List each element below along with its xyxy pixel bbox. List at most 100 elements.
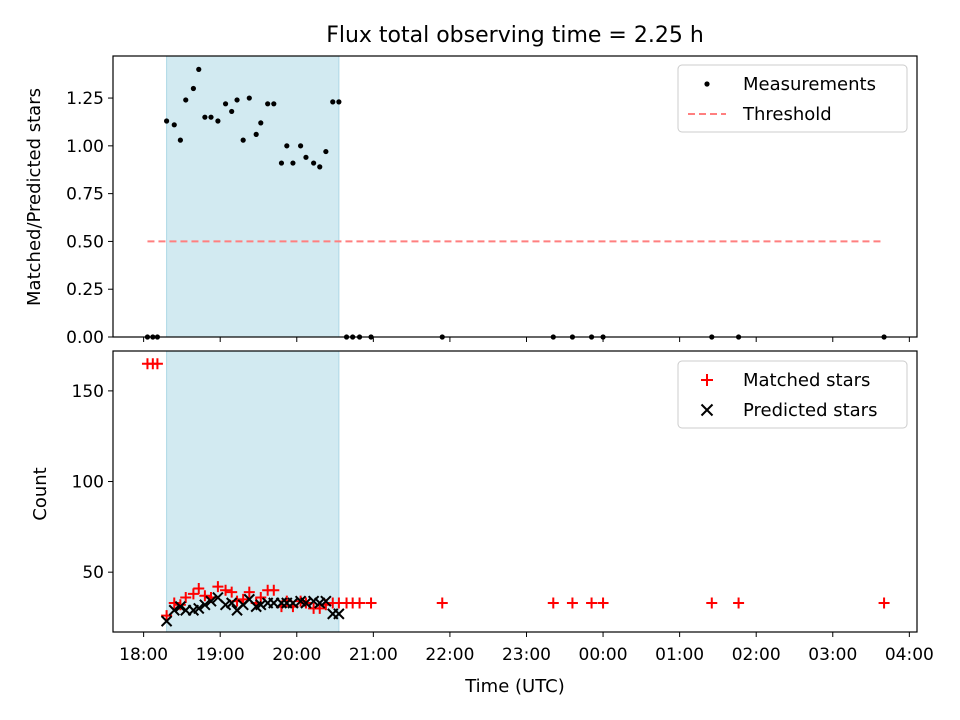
measurement-point (164, 118, 170, 124)
matched-star-point (586, 597, 598, 609)
x-tick-label: 02:00 (732, 645, 781, 665)
bottom-panel: 50 100 150 18:00 19:00 20:00 21:00 22:00 23:00 00… (72, 350, 934, 665)
x-tick-label: 03:00 (808, 645, 857, 665)
matched-star-point (151, 358, 163, 370)
predicted-star-point (333, 608, 345, 620)
measurement-point (330, 99, 336, 105)
x-tick-label: 04:00 (885, 645, 934, 665)
predicted-star-point (199, 599, 211, 611)
predicted-star-point (193, 602, 205, 615)
x-tick-label: 23:00 (502, 645, 551, 665)
top-panel: 0.00 0.25 0.50 0.75 1.00 1.25 Measurements Thre… (66, 55, 918, 348)
measurement-point (298, 143, 304, 149)
matched-star-point (365, 597, 377, 609)
measurement-point (258, 120, 264, 126)
matched-star-point (733, 597, 745, 609)
matched-star-point (314, 602, 326, 614)
matched-star-point (243, 586, 255, 598)
predicted-star-point (174, 600, 187, 613)
measurement-point (215, 118, 221, 124)
matched-star-point (199, 590, 211, 602)
y-tick-label: 1.25 (66, 89, 104, 109)
matched-star-point (706, 597, 718, 609)
axes-frame (112, 55, 918, 338)
x-tick-label: 00:00 (579, 645, 628, 665)
legend-box (677, 64, 908, 133)
y-tick-label: 100 (72, 473, 104, 493)
measurement-point (229, 108, 235, 115)
matched-star-point (226, 586, 238, 598)
matched-star-point (161, 610, 173, 622)
x-tick-label: 20:00 (272, 645, 321, 665)
x-tick-label: 21:00 (349, 645, 398, 665)
predicted-star-point (255, 599, 267, 611)
matched-star-point (878, 597, 890, 609)
x-tick-label: 22:00 (425, 645, 474, 665)
y-tick-label: 50 (82, 563, 104, 583)
matched-star-point (354, 597, 366, 609)
predicted-star-point (168, 604, 180, 616)
legend-label: Threshold (742, 104, 832, 125)
measurement-point (265, 101, 271, 107)
y-tick-label: 0.25 (66, 280, 104, 300)
measurement-point (278, 160, 285, 166)
measurement-point (311, 160, 317, 166)
measurement-point (222, 101, 229, 107)
measurement-point (240, 137, 246, 143)
matched-star-point (268, 584, 280, 596)
predicted-star-point (225, 597, 238, 609)
measurement-point (336, 99, 342, 105)
matched-star-point (436, 597, 448, 609)
x-axis-label: Time (UTC) (464, 676, 565, 697)
measurement-point (246, 95, 252, 101)
chart-title: Flux total observing time = 2.25 h (326, 23, 704, 48)
measurement-point (303, 154, 309, 160)
measurement-point (190, 85, 196, 92)
matched-star-point (566, 597, 578, 609)
measurement-point (234, 97, 240, 103)
measurement-point (196, 66, 202, 72)
matched-star-point (187, 588, 199, 600)
y-tick-label: 150 (72, 382, 104, 402)
observation-span (166, 55, 340, 338)
matched-star-point (237, 593, 249, 605)
legend-x-swatch (700, 403, 714, 417)
legend: Measurements Threshold (677, 64, 908, 133)
measurement-point (271, 101, 277, 107)
measurement-point (284, 143, 290, 149)
measurement-point (202, 114, 208, 120)
measurement-point (171, 122, 177, 128)
measurement-point (208, 114, 214, 120)
legend: Matched stars Predicted stars (677, 360, 908, 429)
predicted-star-point (160, 615, 173, 627)
x-tick-label: 18:00 (119, 645, 168, 665)
legend-label: Matched stars (743, 370, 870, 391)
measurement-point (253, 131, 259, 137)
top-y-axis-label: Matched/Predicted stars (24, 88, 45, 306)
measurement-point (177, 137, 183, 143)
y-tick-label: 0.50 (66, 232, 104, 252)
predicted-star-point (205, 595, 217, 607)
measurement-point (290, 160, 296, 166)
measurement-point (317, 164, 323, 170)
legend-label: Predicted stars (743, 400, 877, 421)
matched-star-point (180, 592, 192, 604)
x-tick-label: 01:00 (655, 645, 704, 665)
matched-star-point (220, 584, 232, 596)
bottom-y-axis-label: Count (30, 467, 51, 520)
legend-dot-swatch (704, 81, 710, 87)
matched-star-point (193, 582, 205, 594)
measurement-point (323, 148, 329, 155)
axes-frame (112, 350, 918, 633)
matched-star-point (174, 599, 186, 611)
matched-star-point (597, 597, 609, 609)
legend-plus-swatch (701, 374, 713, 386)
legend-label: Measurements (743, 74, 876, 95)
matched-star-point (212, 581, 224, 593)
measurement-point (183, 97, 189, 103)
matched-star-point (547, 597, 559, 609)
observation-span (166, 350, 340, 633)
legend-box (677, 360, 908, 429)
y-tick-label: 1.00 (66, 137, 104, 157)
